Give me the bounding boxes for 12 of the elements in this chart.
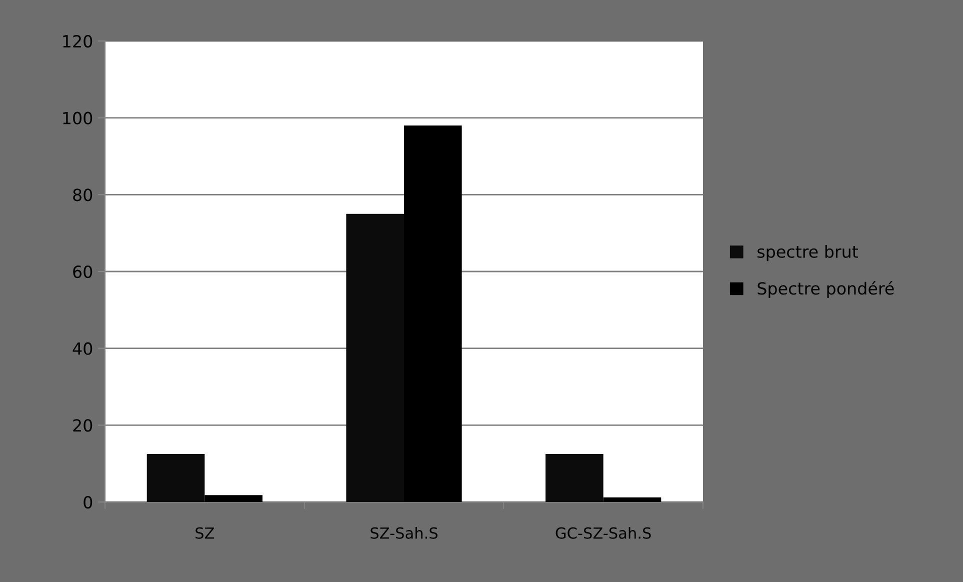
y-tick-label: 100 [63,112,92,124]
y-tick-label: 80 [73,188,92,202]
x-tick-label: SZ [196,527,214,539]
y-tick-label: 60 [73,265,92,278]
legend-label: spectre brut [758,245,858,262]
y-tick-label: 120 [63,34,92,48]
legend-label: Spectre pondéré [758,281,894,298]
y-tick-label: 0 [84,496,92,509]
x-tick-label: GC-SZ-Sah.S [556,527,651,539]
y-tick-label: 40 [72,342,92,355]
x-tick-label: SZ-Sah.S [370,527,438,539]
y-tick-label: 20 [73,419,92,432]
